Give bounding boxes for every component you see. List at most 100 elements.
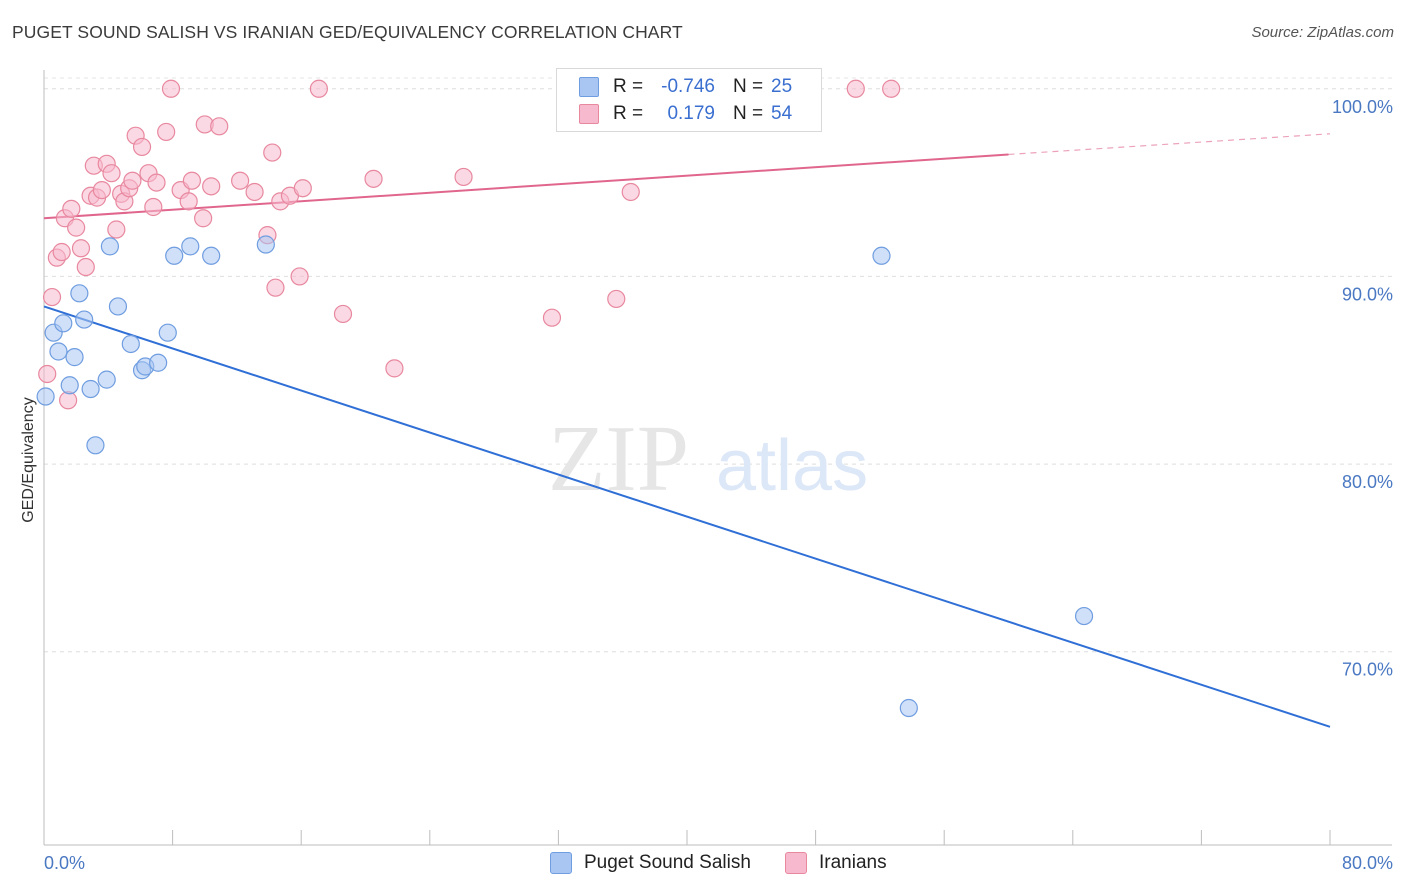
point-iranians <box>364 169 383 188</box>
trend-line-iranians <box>43 153 1009 220</box>
point-puget <box>165 246 184 265</box>
point-iranians <box>607 289 626 309</box>
series-legend-iranians[interactable]: Iranians <box>785 852 887 874</box>
point-iranians <box>102 164 121 183</box>
point-iranians <box>59 391 78 410</box>
grid-lines <box>44 77 1392 653</box>
point-iranians <box>202 177 221 196</box>
point-iranians <box>62 199 81 218</box>
legend-r-label: R = <box>613 76 644 97</box>
point-iranians <box>123 171 142 190</box>
legend-swatch-iranians <box>579 104 599 124</box>
point-puget <box>149 353 168 372</box>
y-tick-label: 90.0% <box>1342 284 1393 304</box>
point-puget <box>81 379 100 399</box>
point-iranians <box>454 167 473 187</box>
x-tick-label: 0.0% <box>44 853 85 873</box>
chart-title: PUGET SOUND SALISH VS IRANIAN GED/EQUIVA… <box>12 22 683 42</box>
watermark-atlas: atlas <box>716 426 868 506</box>
point-iranians <box>76 257 95 277</box>
point-puget <box>181 237 200 256</box>
point-iranians <box>92 180 111 200</box>
y-tick-label: 100.0% <box>1332 97 1393 117</box>
legend: R = -0.746 N = 25 R = 0.179 N = 54 <box>556 68 822 132</box>
watermark: ZIP atlas <box>548 407 868 511</box>
legend-swatch-puget <box>579 77 599 97</box>
legend-r-label: R = <box>613 103 644 124</box>
point-iranians <box>293 179 312 198</box>
point-puget <box>872 246 891 265</box>
point-iranians <box>147 173 166 192</box>
point-iranians <box>67 218 86 237</box>
legend-n-label: N = <box>733 103 764 124</box>
data-points <box>36 79 1094 718</box>
point-iranians <box>385 359 404 378</box>
axes <box>43 70 1392 846</box>
point-iranians <box>266 278 285 297</box>
legend-n-label: N = <box>733 76 764 97</box>
point-puget <box>49 342 68 361</box>
point-iranians <box>245 182 264 202</box>
point-iranians <box>132 137 152 157</box>
source-label: Source: ZipAtlas.com <box>1251 24 1394 41</box>
point-puget <box>86 436 105 455</box>
point-puget <box>60 376 79 395</box>
legend-row-iranians: R = 0.179 N = 54 <box>579 102 792 126</box>
point-iranians <box>210 117 229 136</box>
legend-n-value: 54 <box>771 103 793 124</box>
series-label-puget: Puget Sound Salish <box>584 852 751 873</box>
legend-row-puget: R = -0.746 N = 25 <box>579 75 792 99</box>
legend-r-value: -0.746 <box>661 76 715 97</box>
y-axis-label: GED/Equivalency <box>20 397 37 522</box>
point-puget <box>97 370 116 389</box>
y-tick-label: 80.0% <box>1342 472 1393 492</box>
point-puget <box>899 698 918 718</box>
point-iranians <box>263 143 282 162</box>
point-iranians <box>71 239 91 258</box>
legend-r-value: 0.179 <box>667 103 715 124</box>
watermark-zip: ZIP <box>548 407 689 511</box>
point-puget <box>1074 606 1094 626</box>
point-puget <box>202 246 221 265</box>
point-iranians <box>42 287 62 307</box>
trend-lines <box>43 133 1331 728</box>
point-iranians <box>182 171 201 190</box>
point-puget <box>100 237 120 256</box>
x-tick-label: 80.0% <box>1342 853 1393 873</box>
point-puget <box>121 334 140 354</box>
point-puget <box>256 235 275 254</box>
tick-labels: 70.0% 80.0% 90.0% 100.0% 0.0% 80.0% <box>44 97 1393 873</box>
point-iranians <box>38 364 57 384</box>
series-legend: Puget Sound Salish Iranians <box>0 852 1406 878</box>
point-puget <box>54 314 73 333</box>
point-iranians <box>309 79 328 98</box>
point-iranians <box>194 209 213 228</box>
point-iranians <box>231 171 250 190</box>
point-iranians <box>144 197 163 217</box>
point-puget <box>75 310 94 329</box>
point-iranians <box>333 304 353 324</box>
point-iranians <box>52 242 71 262</box>
y-tick-label: 70.0% <box>1342 660 1393 680</box>
point-iranians <box>621 182 640 202</box>
series-swatch-puget <box>550 852 572 874</box>
point-puget <box>65 348 84 367</box>
series-label-iranians: Iranians <box>819 852 887 873</box>
point-iranians <box>290 267 309 286</box>
series-legend-puget[interactable]: Puget Sound Salish <box>550 852 751 874</box>
trend-line-extension <box>1008 133 1331 156</box>
trend-line-puget <box>43 305 1331 728</box>
legend-n-value: 25 <box>771 76 793 97</box>
point-iranians <box>157 122 176 142</box>
point-iranians <box>179 192 198 211</box>
point-puget <box>70 284 89 303</box>
series-swatch-iranians <box>785 852 807 874</box>
point-puget <box>36 387 55 406</box>
point-iranians <box>542 308 562 327</box>
point-iranians <box>882 79 901 98</box>
point-iranians <box>107 220 126 239</box>
point-puget <box>108 297 128 316</box>
point-puget <box>158 323 177 342</box>
point-iranians <box>846 79 865 98</box>
